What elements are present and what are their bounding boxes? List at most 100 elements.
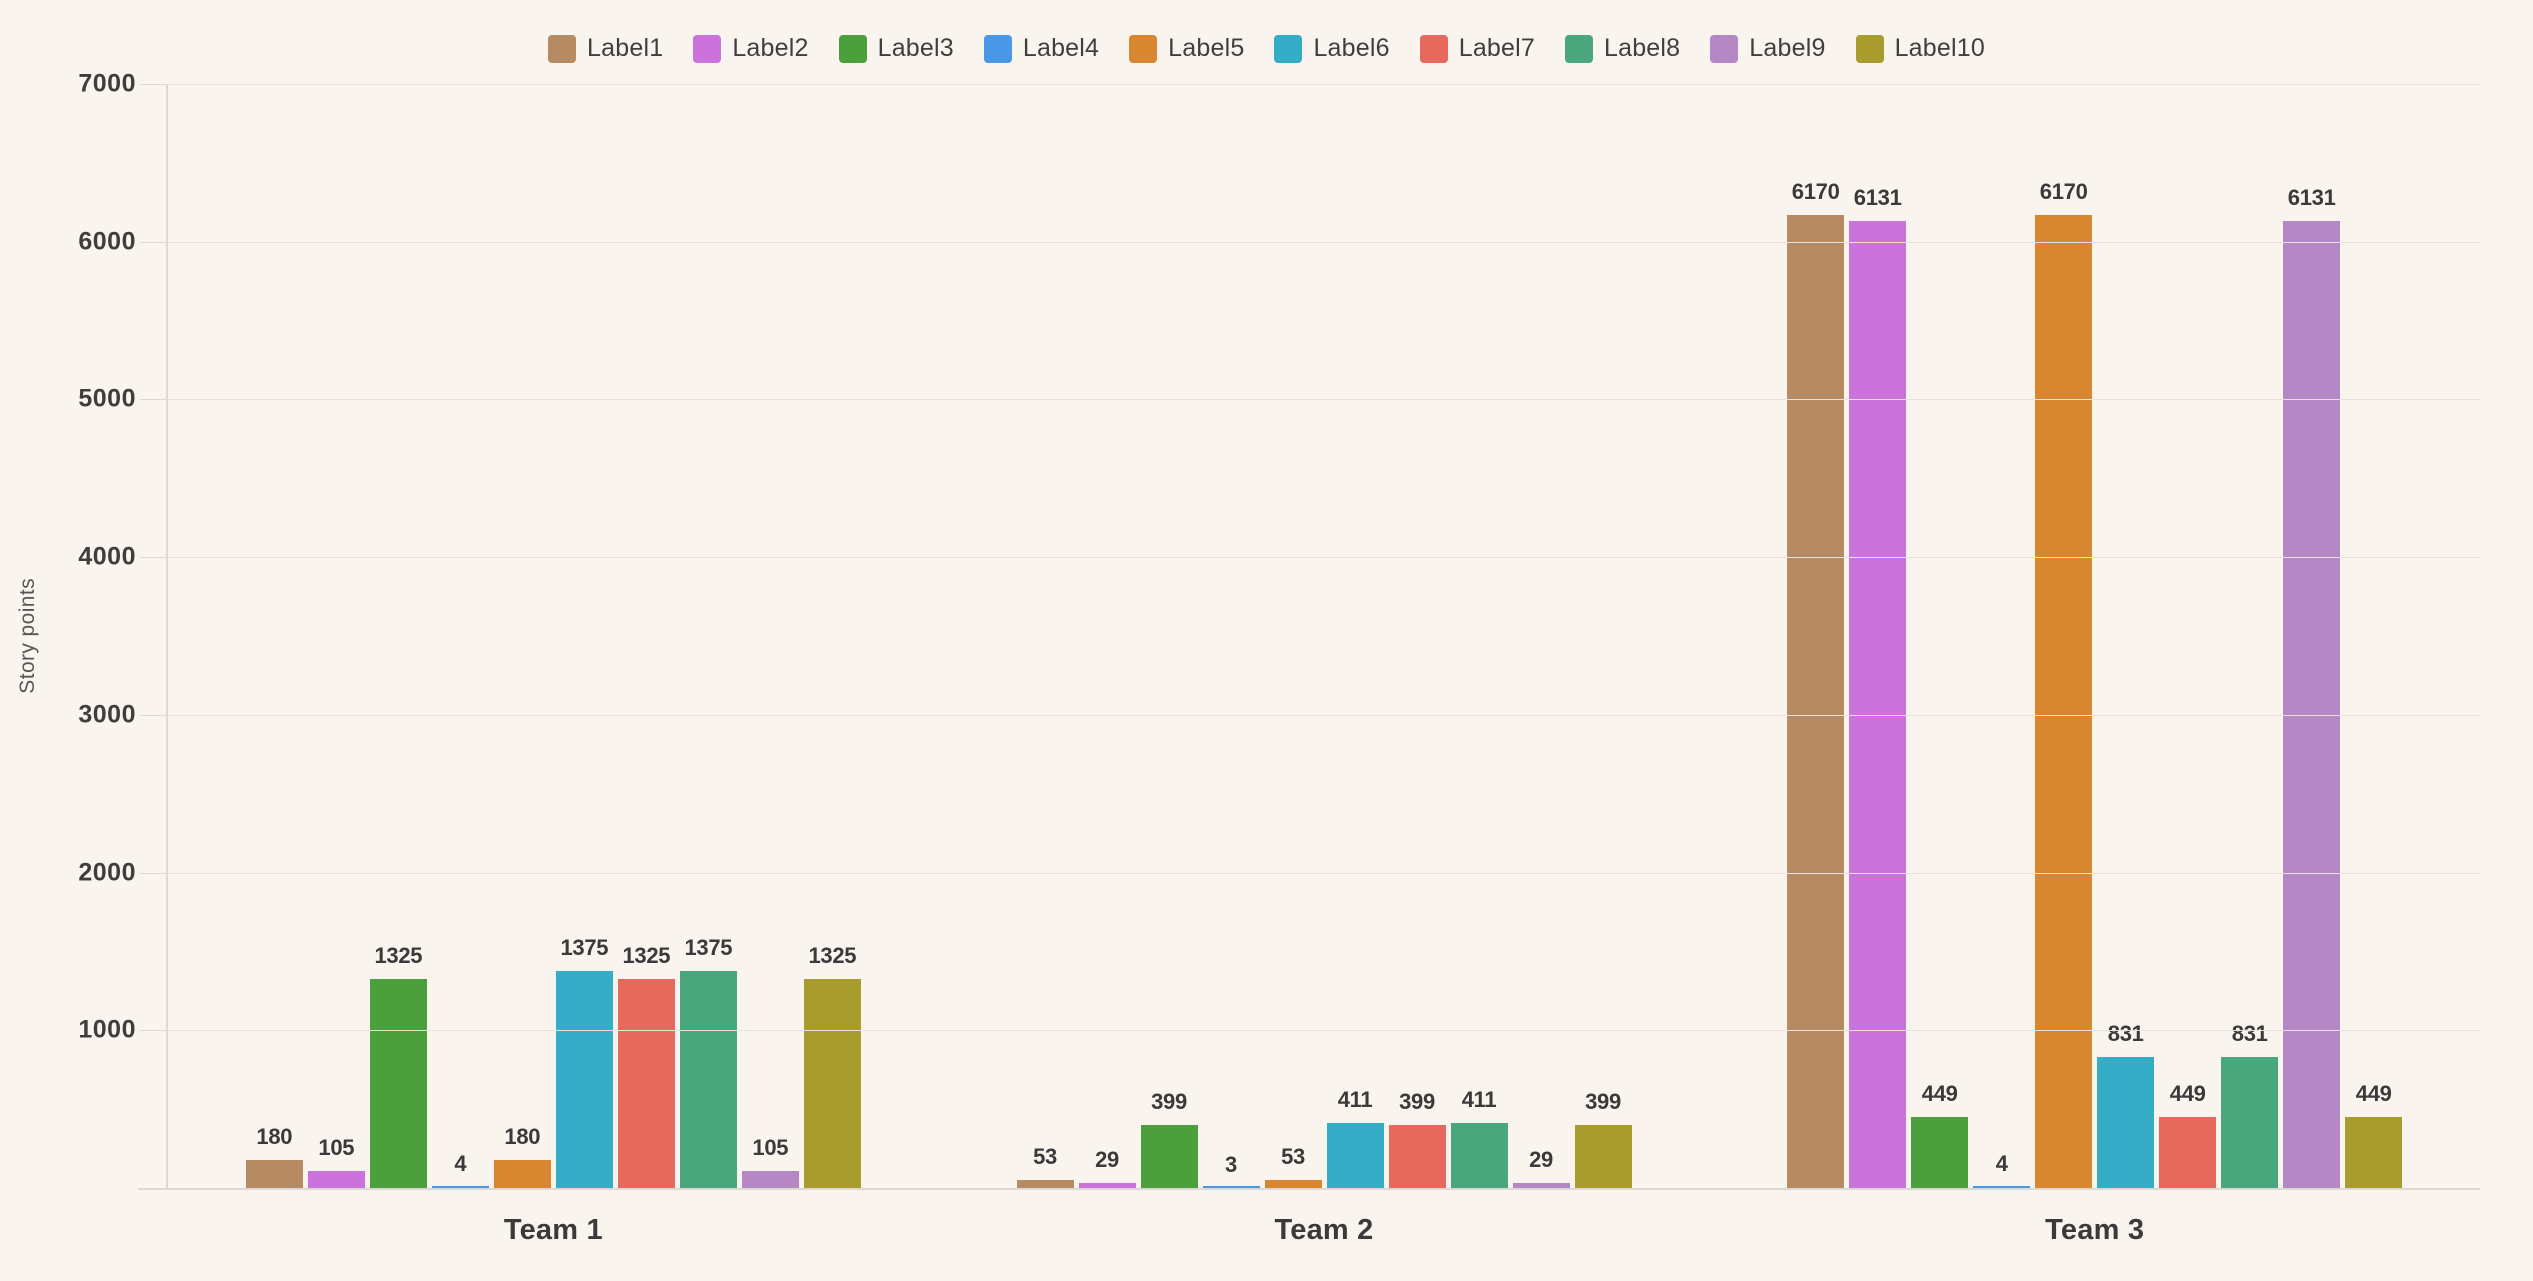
bar-label1-team-2 xyxy=(1016,1179,1074,1188)
bar-value-label: 4 xyxy=(454,1151,467,1177)
y-tick-3000 xyxy=(140,714,166,716)
bar-slot: 831 xyxy=(2097,84,2155,1188)
legend-swatch xyxy=(1274,34,1303,63)
legend-label: Label5 xyxy=(1168,34,1245,62)
bar-groups: 180 105 1325 4 180 1375 1325 1375 105 1325 Team 1 5… xyxy=(168,84,2480,1246)
legend-swatch xyxy=(548,34,577,63)
y-tick-label: 5000 xyxy=(78,384,136,413)
bar-slot: 180 xyxy=(493,84,551,1188)
legend-label: Label1 xyxy=(587,34,664,62)
bar-slot: 105 xyxy=(741,84,799,1188)
bar-slot: 3 xyxy=(1202,84,1260,1188)
legend-label: Label4 xyxy=(1022,34,1100,62)
legend-item-label5[interactable]: Label5 xyxy=(1129,34,1244,63)
y-tick-label: 4000 xyxy=(78,542,136,571)
y-tick-6000 xyxy=(140,241,166,243)
bar-value-label: 53 xyxy=(1033,1143,1057,1169)
bar-label5-team-3 xyxy=(2035,214,2093,1188)
bar-value-label: 1375 xyxy=(684,935,733,961)
legend-swatch xyxy=(1129,34,1158,63)
y-axis-title: Story points xyxy=(16,578,39,694)
bar-label3-team-2 xyxy=(1140,1125,1198,1188)
bar-slot: 449 xyxy=(2159,84,2217,1188)
y-axis-title-wrap: Story points xyxy=(16,84,40,1188)
bar-label4-team-1 xyxy=(431,1186,489,1188)
bar-slot: 411 xyxy=(1326,84,1384,1188)
bar-slot: 411 xyxy=(1450,84,1508,1188)
legend-item-label10[interactable]: Label10 xyxy=(1855,34,1985,63)
bar-slot: 1325 xyxy=(617,84,675,1188)
legend-item-label1[interactable]: Label1 xyxy=(548,34,663,63)
bar-value-label: 105 xyxy=(318,1135,355,1161)
bar-label5-team-1 xyxy=(493,1159,551,1188)
bar-value-label: 6131 xyxy=(2287,185,2336,211)
legend-item-label4[interactable]: Label4 xyxy=(983,34,1100,63)
bar-value-label: 1375 xyxy=(560,935,609,961)
bar-value-label: 831 xyxy=(2231,1020,2268,1046)
bar-label1-team-1 xyxy=(245,1159,303,1188)
bar-value-label: 4 xyxy=(1995,1151,2008,1177)
bar-label1-team-3 xyxy=(1787,214,1845,1188)
bar-value-label: 1325 xyxy=(808,943,857,969)
legend-label: Label8 xyxy=(1604,34,1681,62)
y-tick-label: 6000 xyxy=(78,227,136,256)
legend-swatch xyxy=(1565,34,1593,63)
bar-label10-team-2 xyxy=(1574,1125,1632,1188)
legend-item-label3[interactable]: Label3 xyxy=(838,34,954,63)
bar-slot: 53 xyxy=(1016,84,1074,1188)
bar-label9-team-2 xyxy=(1512,1183,1570,1188)
legend-swatch xyxy=(983,34,1012,63)
plot-area: 180 105 1325 4 180 1375 1325 1375 105 1325 Team 1 5… xyxy=(78,70,2480,1246)
bar-label10-team-1 xyxy=(803,979,861,1188)
y-tick-1000 xyxy=(140,1030,166,1032)
legend-item-label6[interactable]: Label6 xyxy=(1274,34,1390,63)
bar-label4-team-3 xyxy=(1973,1186,2031,1188)
y-tick-7000 xyxy=(140,84,166,85)
bar-value-label: 449 xyxy=(2169,1081,2206,1107)
bar-label7-team-1 xyxy=(617,979,675,1188)
bar-slot: 1375 xyxy=(555,84,613,1188)
legend-item-label8[interactable]: Label8 xyxy=(1565,34,1680,63)
bar-value-label: 831 xyxy=(2107,1020,2144,1046)
legend-label: Label2 xyxy=(732,34,809,62)
bar-slot: 1325 xyxy=(369,84,427,1188)
bar-slot: 4 xyxy=(431,84,489,1188)
bar-value-label: 411 xyxy=(1337,1087,1373,1113)
category-label: Team 3 xyxy=(2045,1214,2145,1246)
y-tick-label: 7000 xyxy=(78,69,136,98)
legend-label: Label7 xyxy=(1458,34,1535,62)
legend-item-label7[interactable]: Label7 xyxy=(1419,34,1535,63)
bar-slot: 399 xyxy=(1140,84,1198,1188)
gridline-6000 xyxy=(168,241,2480,243)
bar-value-label: 180 xyxy=(256,1123,293,1149)
bar-slot: 180 xyxy=(245,84,303,1188)
gridline-7000 xyxy=(168,84,2480,85)
legend-item-label9[interactable]: Label9 xyxy=(1710,34,1825,63)
y-tick-label: 2000 xyxy=(78,858,136,887)
bar-value-label: 29 xyxy=(1529,1147,1553,1173)
bar-value-label: 3 xyxy=(1225,1151,1237,1177)
bar-slot: 831 xyxy=(2221,84,2279,1188)
legend-swatch xyxy=(693,34,722,63)
bar-label5-team-2 xyxy=(1264,1179,1322,1188)
bar-label3-team-3 xyxy=(1911,1117,1969,1188)
y-tick-label: 1000 xyxy=(78,1015,136,1044)
bar-value-label: 180 xyxy=(504,1123,541,1149)
gridline-4000 xyxy=(168,557,2480,559)
bar-value-label: 53 xyxy=(1281,1143,1305,1169)
bar-value-label: 399 xyxy=(1151,1089,1187,1115)
bar-slot: 53 xyxy=(1264,84,1322,1188)
bar-label6-team-2 xyxy=(1326,1123,1384,1188)
bar-group-2: 53 29 399 3 53 411 399 411 29 399 Team 2 xyxy=(939,84,1710,1246)
bar-value-label: 399 xyxy=(1585,1089,1621,1115)
bar-label6-team-3 xyxy=(2097,1056,2155,1188)
bar-group-3: 6170 6131 449 4 6170 831 449 831 6131 449 Team 3 xyxy=(1709,84,2480,1246)
bar-label2-team-1 xyxy=(307,1171,365,1188)
legend-item-label2[interactable]: Label2 xyxy=(693,34,808,63)
bar-slot: 6131 xyxy=(2283,84,2341,1188)
bar-label2-team-2 xyxy=(1078,1183,1136,1188)
bar-label3-team-1 xyxy=(369,979,427,1188)
bar-slot: 6170 xyxy=(2035,84,2093,1188)
bar-value-label: 449 xyxy=(2355,1081,2392,1107)
bar-label8-team-1 xyxy=(679,971,737,1188)
